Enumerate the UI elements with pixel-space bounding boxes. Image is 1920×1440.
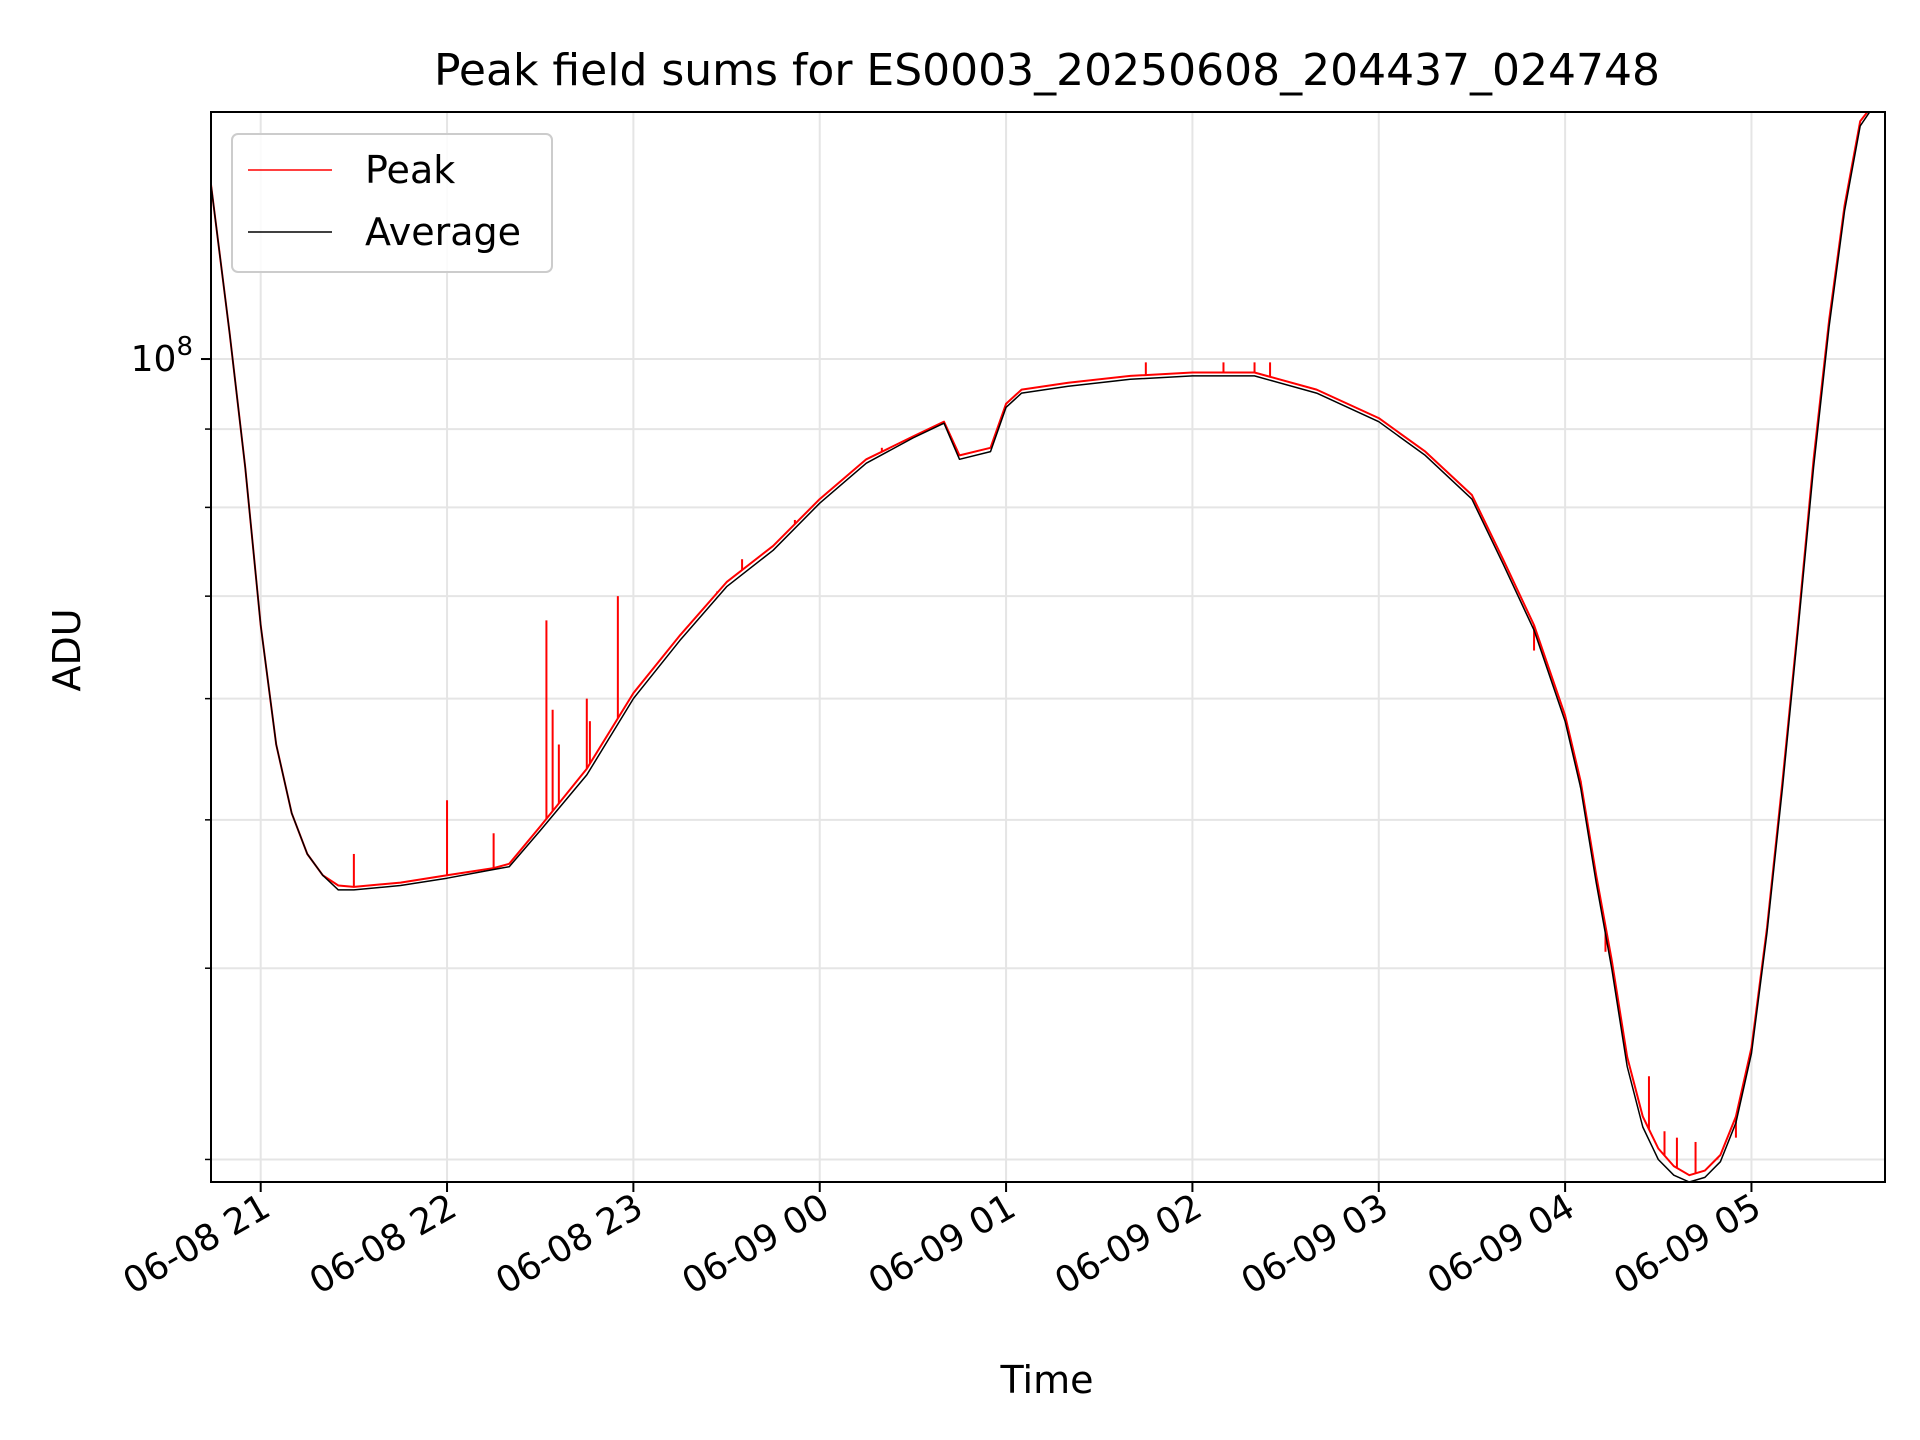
x-axis-label: Time — [1000, 1358, 1094, 1402]
legend: Peak Average — [231, 133, 553, 273]
plot-frame — [210, 111, 1886, 1183]
y-tick-exponent: 8 — [176, 332, 193, 362]
y-tick-label: 108 — [131, 332, 193, 380]
legend-label-average: Average — [365, 210, 521, 254]
y-axis-label: ADU — [45, 608, 89, 691]
grid-layer — [211, 112, 1885, 1182]
legend-label-peak: Peak — [365, 148, 455, 192]
series-layer — [211, 112, 1871, 1182]
series-line-average — [211, 112, 1871, 1182]
y-tick-base: 10 — [131, 339, 177, 380]
series-line-peak — [211, 112, 1869, 1177]
chart-title: Peak field sums for ES0003_20250608_2044… — [434, 45, 1660, 96]
legend-frame — [231, 133, 553, 273]
